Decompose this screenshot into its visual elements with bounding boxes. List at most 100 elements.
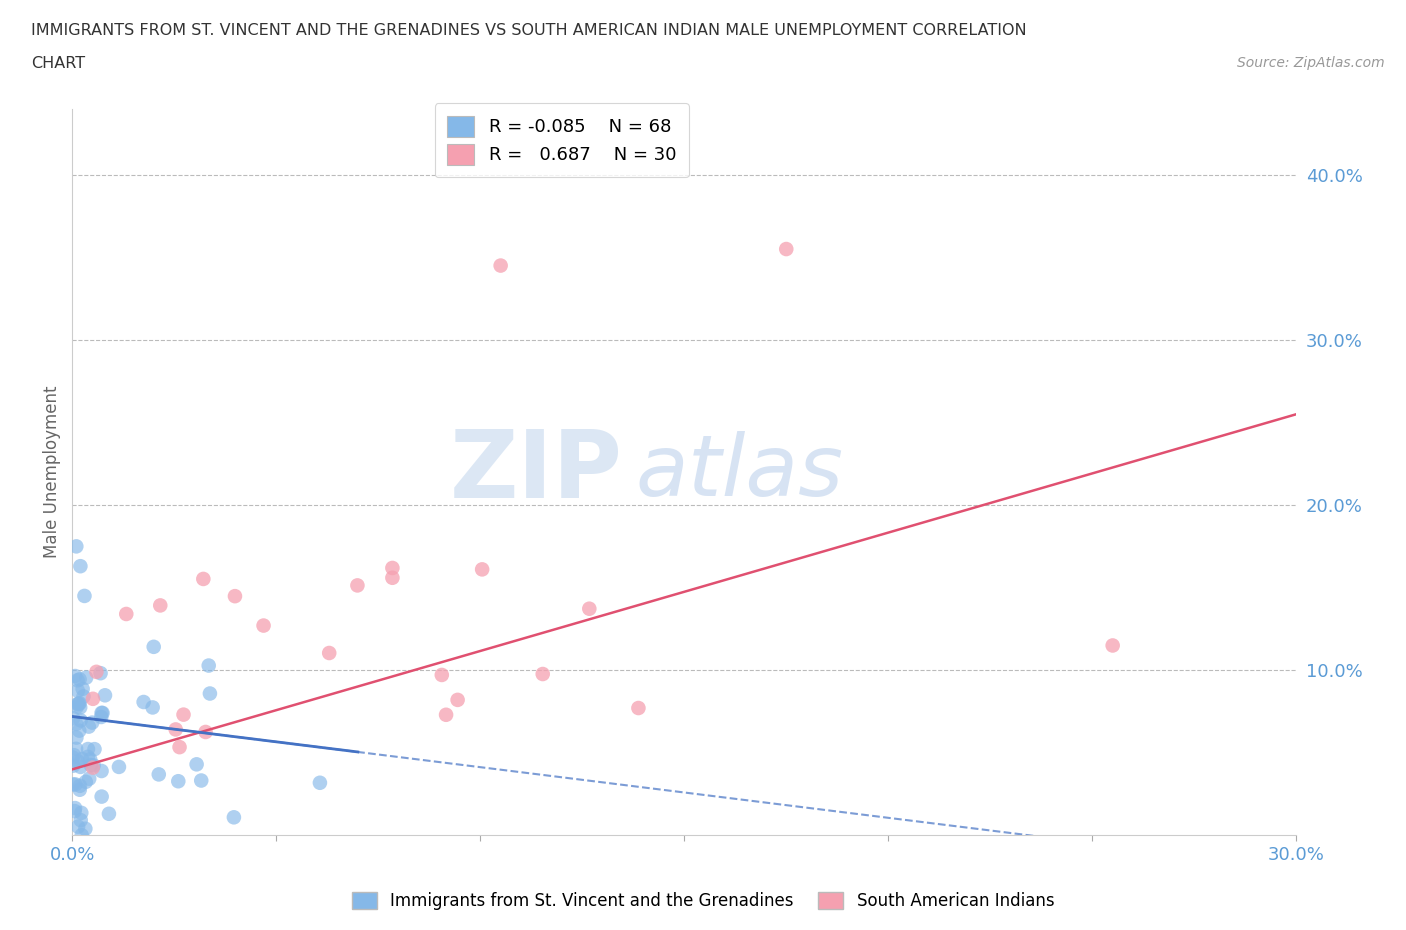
Point	[62, 777, 84, 791]
Point	[90, 706, 112, 721]
Point	[69, 700, 91, 715]
Point	[90, 666, 112, 681]
Point	[66, 699, 89, 714]
Point	[381, 561, 404, 576]
Point	[62, 711, 84, 725]
Point	[65, 716, 87, 731]
Point	[132, 695, 155, 710]
Point	[63, 804, 86, 818]
Point	[70, 751, 93, 766]
Point	[82, 760, 104, 775]
Point	[197, 658, 219, 673]
Point	[83, 742, 105, 757]
Point	[77, 741, 100, 756]
Point	[627, 700, 650, 715]
Point	[252, 618, 274, 633]
Point	[63, 748, 86, 763]
Point	[142, 640, 165, 655]
Point	[169, 739, 191, 754]
Point	[198, 686, 221, 701]
Point	[90, 764, 112, 778]
Point	[86, 664, 108, 679]
Point	[142, 700, 165, 715]
Point	[434, 708, 457, 723]
Point	[90, 710, 112, 724]
Point	[67, 819, 90, 834]
Point	[83, 758, 105, 773]
Legend: Immigrants from St. Vincent and the Grenadines, South American Indians: Immigrants from St. Vincent and the Gren…	[344, 885, 1062, 917]
Point	[75, 821, 97, 836]
Point	[73, 589, 96, 604]
Point	[80, 758, 103, 773]
Point	[62, 758, 84, 773]
Point	[70, 805, 93, 820]
Point	[67, 697, 90, 711]
Point	[69, 813, 91, 828]
Point	[346, 578, 368, 592]
Point	[69, 696, 91, 711]
Point	[69, 760, 91, 775]
Point	[91, 706, 114, 721]
Point	[149, 598, 172, 613]
Point	[69, 782, 91, 797]
Text: Source: ZipAtlas.com: Source: ZipAtlas.com	[1237, 56, 1385, 70]
Text: CHART: CHART	[31, 56, 84, 71]
Point	[108, 760, 131, 775]
Point	[115, 606, 138, 621]
Point	[173, 707, 195, 722]
Point	[165, 722, 187, 737]
Point	[62, 750, 84, 764]
Y-axis label: Male Unemployment: Male Unemployment	[44, 386, 60, 558]
Point	[65, 538, 87, 553]
Point	[775, 242, 797, 257]
Point	[72, 689, 94, 704]
Point	[63, 669, 86, 684]
Point	[381, 570, 404, 585]
Text: ZIP: ZIP	[450, 426, 623, 518]
Point	[76, 750, 98, 764]
Point	[430, 668, 453, 683]
Text: IMMIGRANTS FROM ST. VINCENT AND THE GRENADINES VS SOUTH AMERICAN INDIAN MALE UNE: IMMIGRANTS FROM ST. VINCENT AND THE GREN…	[31, 23, 1026, 38]
Point	[222, 810, 245, 825]
Point	[82, 691, 104, 706]
Point	[167, 774, 190, 789]
Point	[309, 776, 332, 790]
Point	[318, 645, 340, 660]
Point	[446, 693, 468, 708]
Point	[65, 741, 87, 756]
Point	[65, 730, 87, 745]
Point	[194, 724, 217, 739]
Point	[66, 697, 89, 711]
Point	[190, 773, 212, 788]
Point	[63, 801, 86, 816]
Point	[531, 667, 554, 682]
Point	[77, 771, 100, 786]
Point	[186, 757, 208, 772]
Point	[77, 719, 100, 734]
Point	[67, 724, 90, 738]
Point	[69, 778, 91, 793]
Point	[489, 259, 512, 273]
Point	[471, 562, 494, 577]
Text: atlas: atlas	[636, 431, 844, 513]
Point	[69, 559, 91, 574]
Point	[69, 671, 91, 686]
Point	[66, 754, 89, 769]
Point	[97, 806, 120, 821]
Point	[65, 777, 87, 791]
Point	[578, 602, 600, 617]
Point	[75, 671, 97, 685]
Point	[90, 790, 112, 804]
Point	[224, 589, 246, 604]
Point	[70, 828, 93, 843]
Point	[82, 715, 104, 730]
Point	[94, 688, 117, 703]
Point	[148, 767, 170, 782]
Legend: R = -0.085    N = 68, R =   0.687    N = 30: R = -0.085 N = 68, R = 0.687 N = 30	[434, 103, 689, 178]
Point	[75, 775, 97, 790]
Point	[72, 682, 94, 697]
Point	[69, 713, 91, 728]
Point	[1101, 638, 1123, 653]
Point	[79, 752, 101, 767]
Point	[193, 572, 215, 587]
